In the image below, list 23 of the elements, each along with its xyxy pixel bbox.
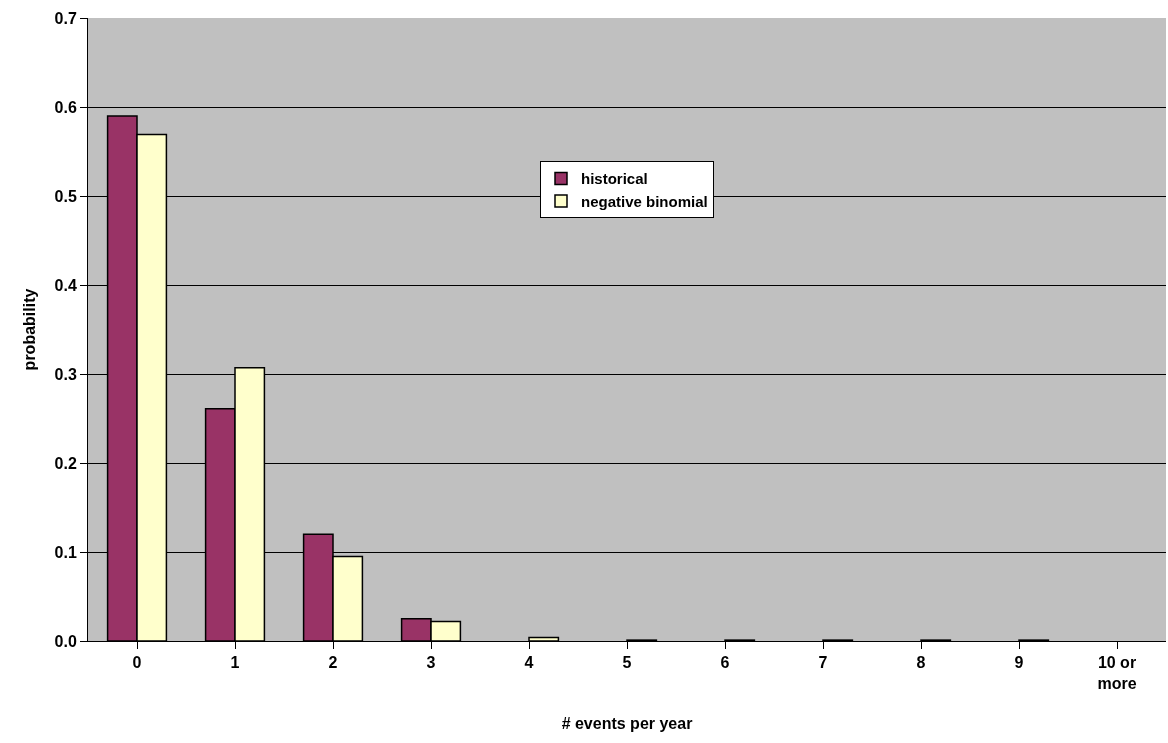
x-tick-label: 1 xyxy=(230,654,240,672)
x-tick-label: 2 xyxy=(328,654,338,672)
x-tick-label: 9 xyxy=(1014,654,1024,672)
y-axis-title: probability xyxy=(21,288,39,371)
y-tick-label: 0.7 xyxy=(54,9,77,27)
y-tick-label: 0.1 xyxy=(54,543,77,561)
legend-label: negative binomial xyxy=(581,192,708,210)
x-tick-label: 5 xyxy=(622,654,632,672)
y-tick-label: 0.3 xyxy=(54,365,77,383)
y-tick-label: 0.5 xyxy=(54,187,77,205)
y-tick-label: 0.6 xyxy=(54,98,77,116)
x-tick-label: 0 xyxy=(132,654,142,672)
x-tick-label: 10 or more xyxy=(1097,654,1137,692)
x-tick-label: 8 xyxy=(916,654,926,672)
x-tick-label: 6 xyxy=(720,654,730,672)
y-tick-label: 0.2 xyxy=(54,454,77,472)
legend-label: historical xyxy=(581,170,648,188)
x-tick-label: 4 xyxy=(524,654,534,672)
x-axis-title: # events per year xyxy=(561,714,693,732)
x-tick-label: 3 xyxy=(426,654,436,672)
y-tick-label: 0.4 xyxy=(54,276,77,294)
y-tick-label: 0.0 xyxy=(54,632,77,650)
x-tick-label: 7 xyxy=(818,654,828,672)
